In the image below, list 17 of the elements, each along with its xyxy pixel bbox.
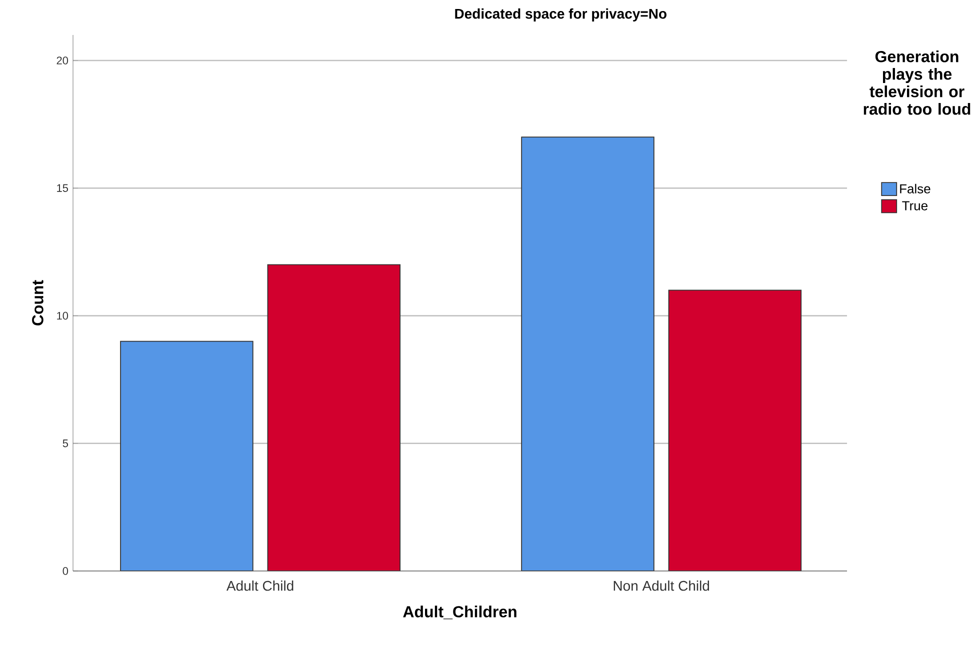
legend-label: True <box>902 201 928 210</box>
legend-title: Generation plays the television or radio too loud <box>864 50 970 115</box>
bar <box>120 340 254 571</box>
bar <box>521 136 654 571</box>
x-tick-label: Adult Child <box>226 580 294 591</box>
y-tick-label: 15 <box>57 184 68 192</box>
chart-title: Dedicated space for privacy=No <box>455 8 666 22</box>
y-tick-label: 5 <box>62 440 68 448</box>
y-axis-title: Count <box>32 280 44 326</box>
legend-label: False <box>900 184 930 194</box>
bar <box>267 264 401 571</box>
y-tick-label: 20 <box>56 56 68 64</box>
y-tick-label: 0 <box>62 567 68 575</box>
y-tick-label: 10 <box>57 312 68 320</box>
bar <box>668 290 802 571</box>
x-axis-title: Adult_Children <box>403 606 516 620</box>
x-tick-label: Non Adult Child <box>614 580 710 591</box>
